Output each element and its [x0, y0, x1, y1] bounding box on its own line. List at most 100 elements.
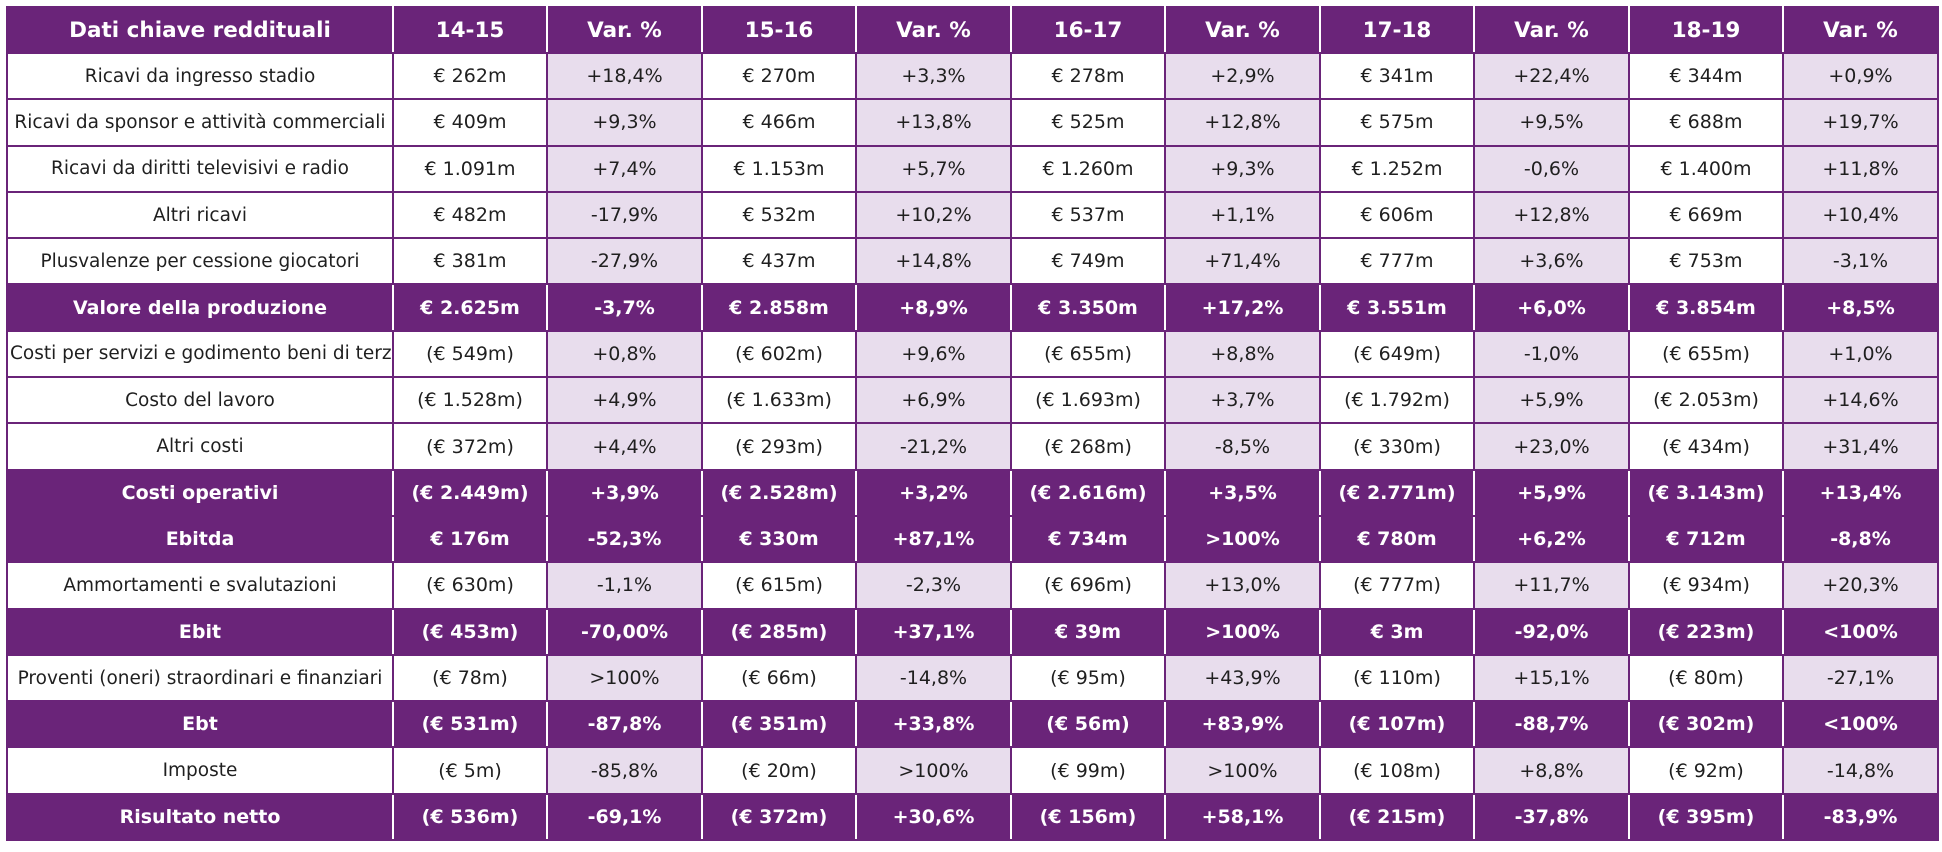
row-label: Costi operativi	[6, 468, 394, 517]
variation-cell: +3,5%	[1164, 468, 1321, 517]
value-cell: € 341m	[1319, 51, 1475, 101]
value-cell: (€ 536m)	[392, 792, 548, 842]
variation-cell: -52,3%	[546, 514, 703, 564]
table-row: Ricavi da sponsor e attività commerciali…	[6, 98, 1939, 147]
value-cell: € 669m	[1628, 190, 1784, 240]
value-cell: (€ 268m)	[1010, 422, 1166, 471]
variation-cell: +4,4%	[546, 422, 703, 471]
variation-cell: +3,7%	[1164, 376, 1321, 425]
variation-cell: >100%	[855, 746, 1012, 795]
variation-cell: +7,4%	[546, 144, 703, 193]
value-cell: € 3m	[1319, 607, 1475, 656]
variation-cell: -27,9%	[546, 237, 703, 286]
value-cell: € 777m	[1319, 237, 1475, 286]
value-cell: (€ 934m)	[1628, 561, 1784, 610]
value-cell: € 749m	[1010, 237, 1166, 286]
value-cell: (€ 2.053m)	[1628, 376, 1784, 425]
variation-cell: -3,1%	[1782, 237, 1939, 286]
variation-cell: -21,2%	[855, 422, 1012, 471]
variation-cell: +1,1%	[1164, 190, 1321, 240]
value-cell: € 409m	[392, 98, 548, 147]
variation-cell: +18,4%	[546, 51, 703, 101]
variation-cell: +33,8%	[855, 700, 1012, 749]
column-header-season: 17-18	[1319, 6, 1475, 54]
table-row-total: Costi operativi (€ 2.449m) +3,9% (€ 2.528m)…	[6, 468, 1939, 517]
value-cell: € 1.153m	[701, 144, 857, 193]
variation-cell: +10,2%	[855, 190, 1012, 240]
variation-cell: >100%	[1164, 514, 1321, 564]
value-cell: € 3.854m	[1628, 283, 1784, 332]
variation-cell: +6,0%	[1473, 283, 1630, 332]
variation-cell: +71,4%	[1164, 237, 1321, 286]
variation-cell: +6,2%	[1473, 514, 1630, 564]
value-cell: (€ 395m)	[1628, 792, 1784, 842]
variation-cell: +0,8%	[546, 329, 703, 379]
variation-cell: +3,3%	[855, 51, 1012, 101]
row-label: Valore della produzione	[6, 283, 394, 332]
value-cell: € 344m	[1628, 51, 1784, 101]
column-header-variation: Var. %	[1473, 6, 1630, 54]
table-row-total: Valore della produzione € 2.625m -3,7% € 2.…	[6, 283, 1939, 332]
variation-cell: -2,3%	[855, 561, 1012, 610]
table-row: Plusvalenze per cessione giocatori € 381m…	[6, 237, 1939, 286]
value-cell: (€ 56m)	[1010, 700, 1166, 749]
value-cell: € 3.350m	[1010, 283, 1166, 332]
row-label: Imposte	[6, 746, 394, 795]
table-row-total: Ebitda € 176m -52,3% € 330m +87,1% € 734m >100…	[6, 514, 1939, 564]
variation-cell: +15,1%	[1473, 653, 1630, 703]
column-header-season: 14-15	[392, 6, 548, 54]
value-cell: (€ 223m)	[1628, 607, 1784, 656]
variation-cell: -14,8%	[855, 653, 1012, 703]
key-income-data-table: Dati chiave reddituali 14-15 Var. % 15-16 Va…	[6, 6, 1939, 842]
value-cell: (€ 1.528m)	[392, 376, 548, 425]
column-header-variation: Var. %	[546, 6, 703, 54]
value-cell: € 3.551m	[1319, 283, 1475, 332]
value-cell: (€ 78m)	[392, 653, 548, 703]
table-body: Ricavi da ingresso stadio € 262m +18,4% € 2…	[6, 51, 1939, 842]
variation-cell: -3,7%	[546, 283, 703, 332]
value-cell: (€ 99m)	[1010, 746, 1166, 795]
variation-cell: -88,7%	[1473, 700, 1630, 749]
value-cell: (€ 108m)	[1319, 746, 1475, 795]
row-label: Costi per servizi e godimento beni di te…	[6, 329, 394, 379]
variation-cell: >100%	[1164, 607, 1321, 656]
variation-cell: +5,9%	[1473, 468, 1630, 517]
row-label: Plusvalenze per cessione giocatori	[6, 237, 394, 286]
value-cell: (€ 453m)	[392, 607, 548, 656]
value-cell: (€ 655m)	[1628, 329, 1784, 379]
value-cell: (€ 777m)	[1319, 561, 1475, 610]
variation-cell: -87,8%	[546, 700, 703, 749]
table-row-total: Ebit (€ 453m) -70,00% (€ 285m) +37,1% € 39m >1…	[6, 607, 1939, 656]
variation-cell: +23,0%	[1473, 422, 1630, 471]
value-cell: (€ 20m)	[701, 746, 857, 795]
row-label: Altri ricavi	[6, 190, 394, 240]
row-label: Ricavi da ingresso stadio	[6, 51, 394, 101]
variation-cell: -8,8%	[1782, 514, 1939, 564]
value-cell: (€ 655m)	[1010, 329, 1166, 379]
variation-cell: +14,8%	[855, 237, 1012, 286]
value-cell: € 712m	[1628, 514, 1784, 564]
value-cell: (€ 351m)	[701, 700, 857, 749]
variation-cell: -85,8%	[546, 746, 703, 795]
variation-cell: +8,8%	[1164, 329, 1321, 379]
value-cell: € 734m	[1010, 514, 1166, 564]
value-cell: (€ 649m)	[1319, 329, 1475, 379]
variation-cell: +6,9%	[855, 376, 1012, 425]
value-cell: (€ 330m)	[1319, 422, 1475, 471]
value-cell: € 780m	[1319, 514, 1475, 564]
variation-cell: +13,4%	[1782, 468, 1939, 517]
value-cell: (€ 285m)	[701, 607, 857, 656]
value-cell: € 688m	[1628, 98, 1784, 147]
row-label: Proventi (oneri) straordinari e finanzia…	[6, 653, 394, 703]
variation-cell: +30,6%	[855, 792, 1012, 842]
value-cell: (€ 156m)	[1010, 792, 1166, 842]
variation-cell: +8,5%	[1782, 283, 1939, 332]
variation-cell: -8,5%	[1164, 422, 1321, 471]
column-header-season: 15-16	[701, 6, 857, 54]
value-cell: (€ 615m)	[701, 561, 857, 610]
variation-cell: +2,9%	[1164, 51, 1321, 101]
value-cell: (€ 434m)	[1628, 422, 1784, 471]
table-row: Ammortamenti e svalutazioni (€ 630m) -1,1%…	[6, 561, 1939, 610]
column-header-variation: Var. %	[1164, 6, 1321, 54]
table-row: Costo del lavoro (€ 1.528m) +4,9% (€ 1.633m…	[6, 376, 1939, 425]
